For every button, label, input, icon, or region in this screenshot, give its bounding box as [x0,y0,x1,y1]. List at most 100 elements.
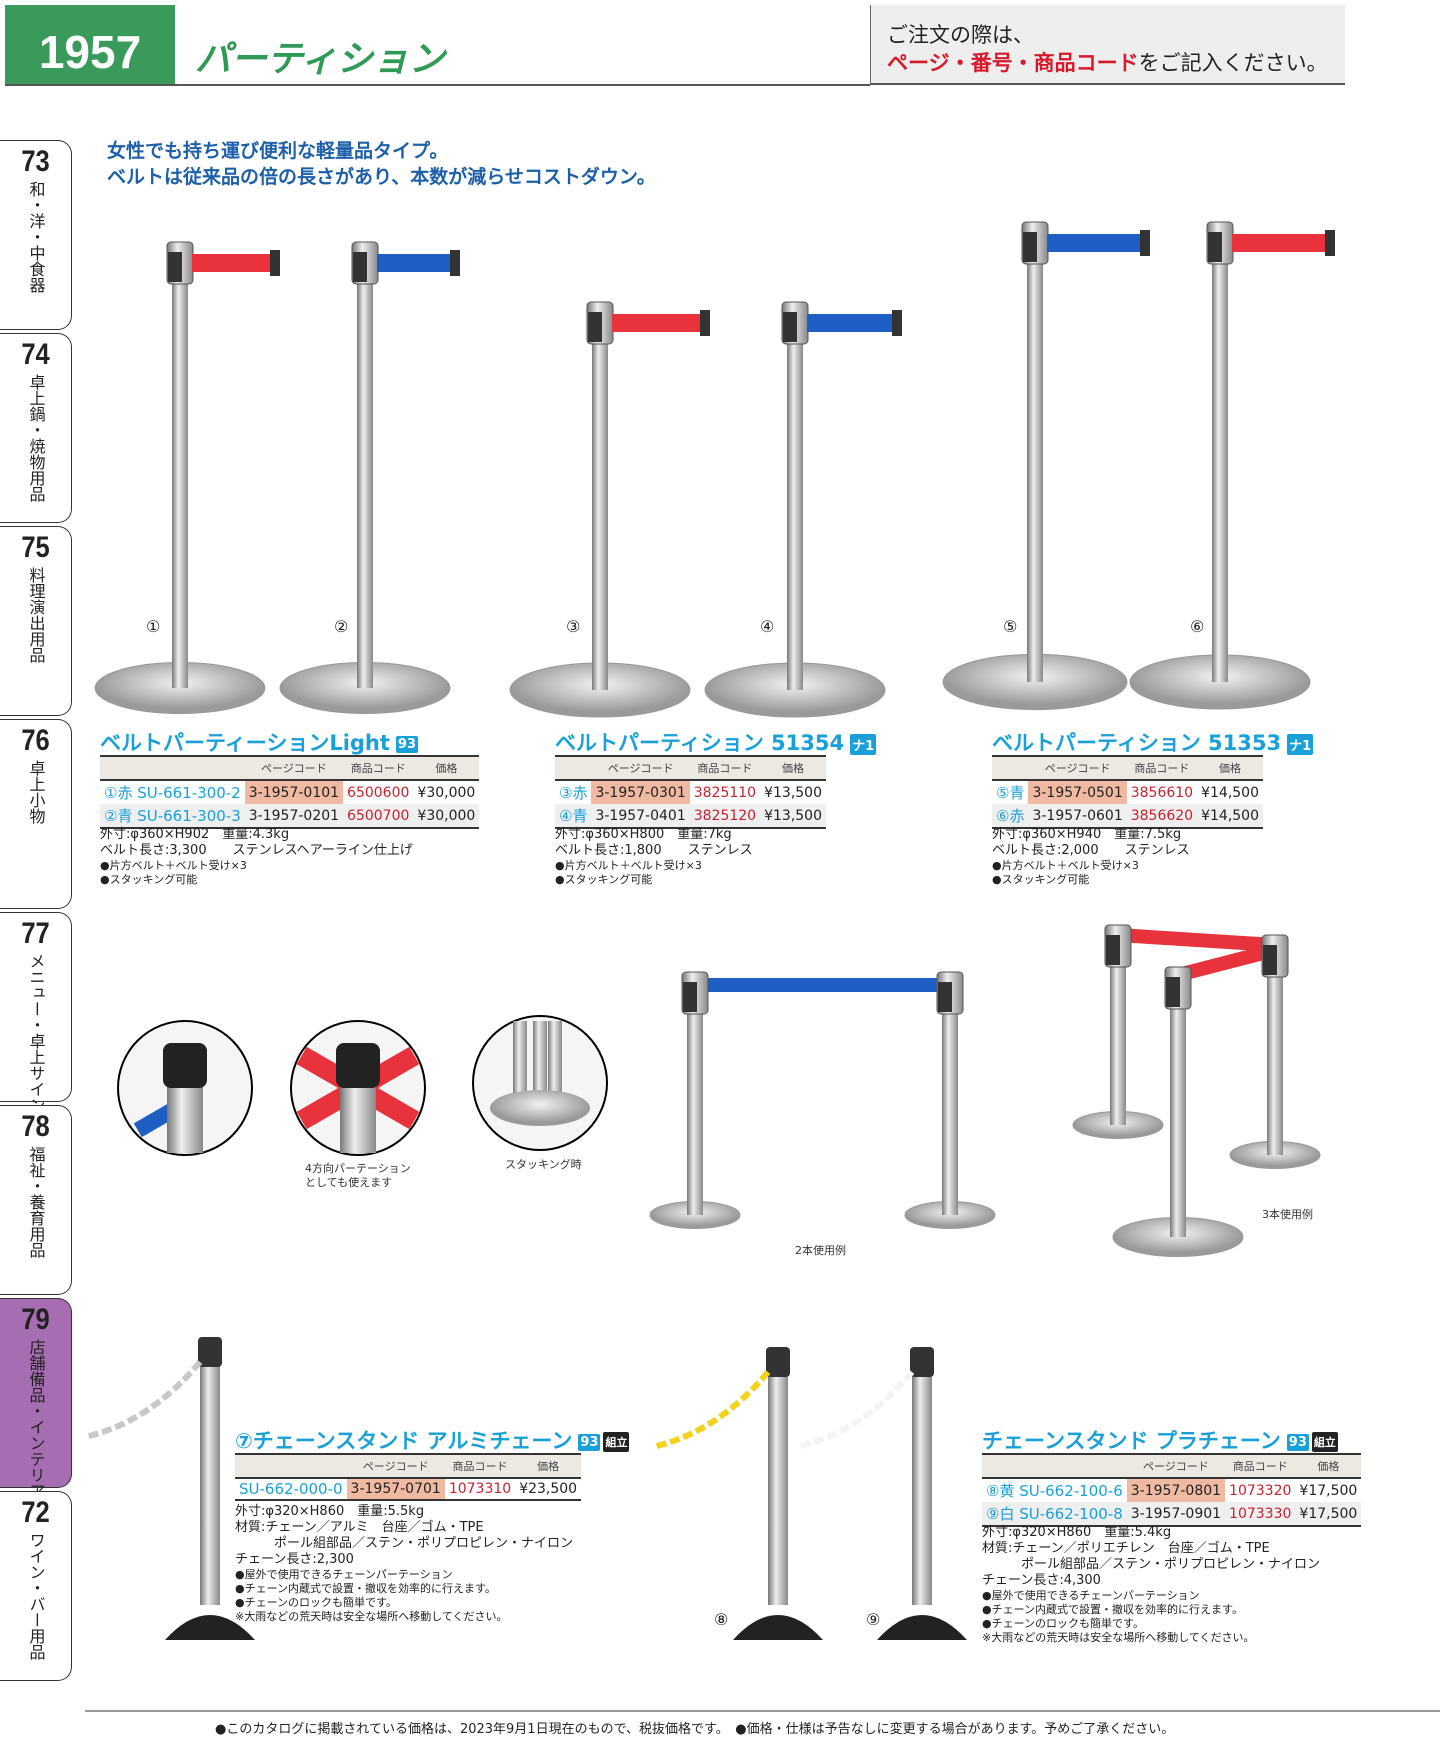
product-title-text: ⑦チェーンスタンド アルミチェーン [235,1429,573,1453]
side-tab-74[interactable]: 74 卓上鍋・焼物用品 [0,333,72,523]
image-label: ④ [760,617,775,636]
chain [84,1360,203,1440]
page-code: 3-1957-0901 [1126,1502,1226,1527]
col-page-code: ページコード [244,755,344,781]
table-row: ⑤青 3-1957-0501 3856610 ¥14,500 [992,780,1263,804]
spec-line: 材質:チェーン／ポリエチレン 台座／ゴム・TPE [982,1541,1270,1556]
table-row: ③赤 3-1957-0301 3825110 ¥13,500 [555,780,826,804]
belt [192,254,270,272]
spec-line: 外寸:φ320×H860 重量:5.4kg [982,1525,1172,1540]
stand-pole [172,250,188,688]
catalog-badge: ナ1 [1287,733,1314,755]
product-spec: 外寸:φ320×H860 重量:5.4kg 材質:チェーン／ポリエチレン 台座／ゴ… [982,1525,1320,1645]
belt-cassette [938,982,952,1012]
spec-note: ●チェーンのロックも簡単です。 [982,1617,1144,1630]
catalog-badge: 93 [395,735,419,753]
side-tab-79[interactable]: 79 店舗備品・インテリア [0,1298,72,1499]
item-code: 3856620 [1126,804,1198,829]
item-code: 3856610 [1130,784,1194,801]
stand-pole [533,1021,547,1111]
table-row: ⑥赤 3-1957-0601 3856620 ¥14,500 [992,804,1263,829]
model-label: ④青 [555,804,592,829]
stand-pole [1170,975,1186,1237]
belt [1047,234,1140,252]
stand-pole [687,980,703,1215]
model-label: ①赤 SU-661-300-2 [104,784,241,802]
assembly-icon: 組立 [603,1432,630,1452]
price: ¥13,500 [760,804,826,829]
chain [796,1370,915,1450]
model-label: ⑥赤 [992,804,1029,829]
model-label: ⑧黄 SU-662-100-6 [986,1482,1123,1500]
belt-clip [1325,230,1335,256]
table-row: ①赤 SU-661-300-2 3-1957-0101 6500600 ¥30,000 [100,780,479,804]
col-price: 価格 [413,755,480,781]
spec-line: 外寸:φ320×H860 重量:5.5kg [235,1504,425,1519]
notice-line1: ご注文の際は、 [887,23,1034,47]
spec-note: ●片方ベルト＋ベルト受け×3 [100,859,247,872]
footer-note: ●このカタログに掲載されている価格は、2023年9月1日現在のもので、税抜価格で… [215,1722,1175,1737]
side-tab-75[interactable]: 75 料理演出用品 [0,526,72,716]
model-label: ⑤青 [996,784,1025,802]
product-title-text: チェーンスタンド プラチェーン [982,1429,1281,1453]
notice-highlight: ページ・番号・商品コード [887,51,1139,75]
rubber-base [877,1615,967,1640]
tab-number: 73 [21,145,50,178]
item-code: 3825120 [689,804,761,829]
price: ¥14,500 [1201,784,1259,801]
belt-clip [270,250,280,276]
tab-number: 75 [21,531,50,564]
page-code: 3-1957-0701 [346,1478,445,1501]
side-tab-77[interactable]: 77 メニュー・卓上サイン [0,912,72,1113]
col-price: 価格 [515,1453,582,1479]
tab-number: 77 [21,917,50,950]
model-label: ⑨白 SU-662-100-8 [982,1502,1127,1527]
col-item-code: 商品コード [1126,755,1198,781]
spec-note: ●屋外で使用できるチェーンパーテーション [982,1589,1200,1602]
belt-cassette [1263,945,1277,975]
col-price: 価格 [760,755,826,781]
image-label: ⑨ [866,1610,881,1629]
caption-four-way: 4方向パーテーション としても使えます [305,1162,411,1189]
spec-line: ポール組部品／ステン・ポリプロピレン・ナイロン [235,1536,574,1551]
page-code: 3-1957-0801 [1126,1478,1226,1502]
product-title: チェーンスタンド プラチェーン 93 組立 [982,1425,1338,1455]
spec-line: ベルト長さ:3,300 ステンレスヘアーライン仕上げ [100,843,413,858]
col-page-code: ページコード [346,1453,445,1479]
footer-divider [85,1710,1440,1712]
spec-note: ※大雨などの荒天時は安全な場所へ移動してください。 [982,1631,1255,1644]
image-label: ③ [566,617,581,636]
item-code: 1073330 [1225,1502,1296,1527]
product-table: ページコード 商品コード 価格 ①赤 SU-661-300-2 3-1957-0101 6… [100,755,480,829]
category-title: パーティション [195,39,445,80]
tab-label: 福祉・養育用品 [26,1146,46,1258]
side-tab-72[interactable]: 72 ワイン・バー用品 [0,1491,72,1681]
belt [377,254,450,272]
col-item-code: 商品コード [343,755,414,781]
tab-number: 76 [21,724,50,757]
image-label: ② [334,617,349,636]
item-code: 1073320 [1229,1482,1292,1499]
product-spec: 外寸:φ320×H860 重量:5.5kg 材質:チェーン／アルミ 台座／ゴム・T… [235,1504,573,1624]
belt [807,314,892,332]
belt-cassette [588,312,602,342]
rubber-base [733,1615,823,1640]
page-code: 3-1957-0101 [244,780,344,804]
side-tab-76[interactable]: 76 卓上小物 [0,719,72,909]
product-spec: 外寸:φ360×H800 重量:7kg ベルト長さ:1,800 ステンレス ●片方ベ… [555,827,753,887]
col-page-code: ページコード [1126,1453,1226,1479]
stand-pole [592,310,608,690]
tab-label: 和・洋・中食器 [26,181,46,293]
stand-pole [1027,230,1043,682]
stand-pole [912,1362,932,1605]
price: ¥23,500 [515,1478,582,1501]
product-table: ページコード 商品コード 価格 ⑧黄 SU-662-100-6 3-1957-0801 1… [982,1453,1362,1527]
belt [695,978,950,992]
stand-pole [1267,943,1283,1155]
spec-note: ※大雨などの荒天時は安全な場所へ移動してください。 [235,1610,508,1623]
col-price: 価格 [1197,755,1263,781]
side-tab-78[interactable]: 78 福祉・養育用品 [0,1105,72,1295]
item-code: 6500700 [343,804,414,829]
side-tab-73[interactable]: 73 和・洋・中食器 [0,140,72,330]
